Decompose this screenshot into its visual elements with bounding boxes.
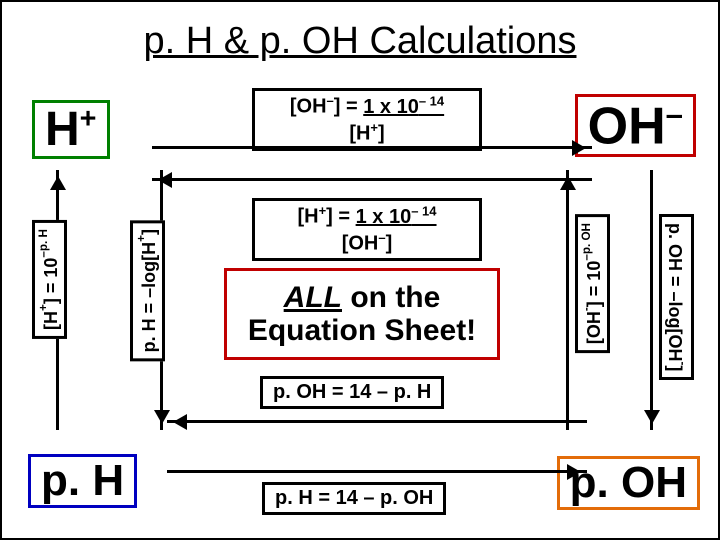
center-note: ALL on theEquation Sheet! xyxy=(224,268,500,360)
eq-ph-from-poh: p. H = 14 – p. OH xyxy=(262,482,446,515)
label-ph-from-h: p. H = –log[H+] xyxy=(130,220,165,361)
ph-box: p. H xyxy=(28,454,137,508)
eq-oh-from-h: [OH–] = 1 x 10– 14[H+] xyxy=(252,88,482,151)
arrow-bottom-left xyxy=(167,420,587,423)
arrow-top-right xyxy=(152,146,592,149)
eq-poh-from-ph: p. OH = 14 – p. H xyxy=(260,376,444,409)
label-h-from-ph: [H+] = 10–p. H xyxy=(32,220,67,339)
arrow-top-left xyxy=(152,178,592,181)
h-plus-box: H+ xyxy=(32,100,110,159)
arrow-right-down xyxy=(650,170,653,430)
page-title: p. H & p. OH Calculations xyxy=(2,2,718,63)
eq-h-from-oh: [H+] = 1 x 10– 14[OH–] xyxy=(252,198,482,261)
label-poh-from-oh: p. OH = –log[OH-] xyxy=(659,214,694,380)
label-oh-from-poh: [OH-] = 10–p. OH xyxy=(575,214,610,353)
arrow-bottom-right xyxy=(167,470,587,473)
arrow-right-up xyxy=(566,170,569,430)
